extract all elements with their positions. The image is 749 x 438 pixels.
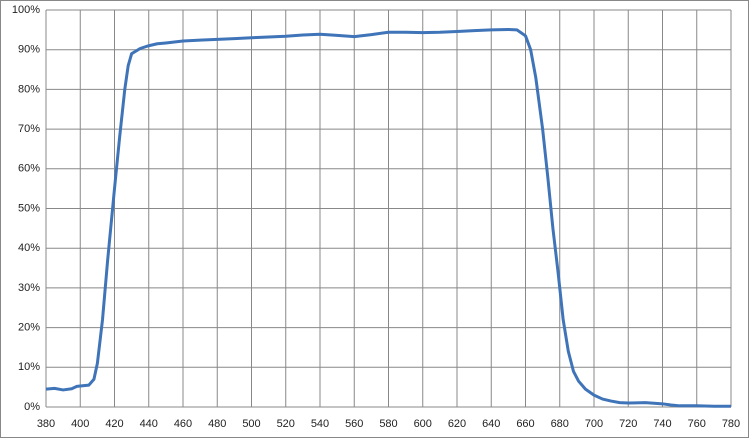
x-tick-label: 420 <box>105 418 123 430</box>
y-tick-label: 70% <box>18 123 40 135</box>
x-tick-label: 740 <box>653 418 671 430</box>
x-tick-label: 660 <box>516 418 534 430</box>
y-tick-label: 30% <box>18 282 40 294</box>
y-tick-label: 80% <box>18 83 40 95</box>
x-tick-label: 780 <box>722 418 740 430</box>
x-tick-label: 480 <box>208 418 226 430</box>
y-tick-label: 60% <box>18 163 40 175</box>
x-tick-label: 580 <box>379 418 397 430</box>
y-tick-label: 100% <box>12 4 40 16</box>
x-tick-label: 540 <box>311 418 329 430</box>
x-tick-label: 520 <box>277 418 295 430</box>
y-tick-label: 40% <box>18 242 40 254</box>
x-tick-label: 560 <box>345 418 363 430</box>
x-tick-label: 640 <box>482 418 500 430</box>
x-tick-label: 500 <box>242 418 260 430</box>
x-tick-label: 460 <box>174 418 192 430</box>
x-tick-label: 680 <box>551 418 569 430</box>
x-tick-label: 700 <box>585 418 603 430</box>
x-tick-label: 620 <box>448 418 466 430</box>
line <box>45 27 731 408</box>
x-tick-label: 440 <box>140 418 158 430</box>
x-tick-label: 380 <box>37 418 55 430</box>
y-tick-label: 20% <box>18 322 40 334</box>
y-tick-label: 10% <box>18 361 40 373</box>
y-tick-label: 90% <box>18 44 40 56</box>
y-tick-label: 0% <box>24 401 40 413</box>
y-tick-label: 50% <box>18 202 40 214</box>
x-tick-label: 600 <box>414 418 432 430</box>
x-tick-label: 720 <box>619 418 637 430</box>
x-tick-label: 400 <box>71 418 89 430</box>
x-tick-label: 760 <box>688 418 706 430</box>
